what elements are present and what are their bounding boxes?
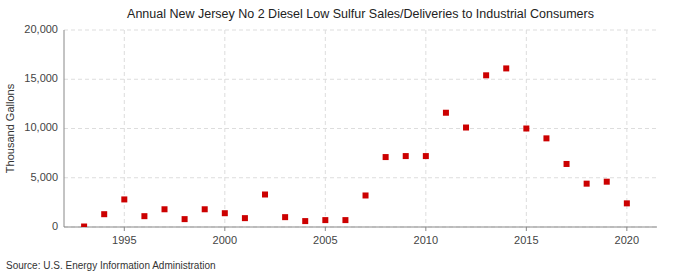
point [121, 196, 127, 202]
x-tick-label: 2020 [615, 234, 639, 246]
x-tick-label: 2010 [414, 234, 438, 246]
point [222, 210, 228, 216]
point [423, 153, 429, 159]
point [242, 215, 248, 221]
point [202, 206, 208, 212]
y-tick-label: 10,000 [24, 121, 58, 133]
y-axis-line [64, 30, 65, 227]
point [403, 153, 409, 159]
point [81, 224, 87, 227]
x-grid-line [626, 30, 627, 227]
source-note: Source: U.S. Energy Information Administ… [6, 260, 216, 271]
grid [64, 30, 657, 227]
point [363, 192, 369, 198]
x-tick [124, 227, 125, 231]
point [463, 125, 469, 131]
point [101, 211, 107, 217]
axes: 0 5,000 10,000 15,000 20,000 1995 2000 2005 2010… [24, 23, 657, 246]
point [302, 218, 308, 224]
point [503, 65, 509, 71]
y-grid-line [64, 79, 657, 80]
y-axis-label: Thousand Gallons [4, 83, 16, 173]
x-tick [526, 227, 527, 231]
point [282, 214, 288, 220]
x-axis-line [64, 227, 657, 228]
point [604, 179, 610, 185]
y-grid-line [64, 128, 657, 129]
x-grid-line [224, 30, 225, 227]
chart: 0 5,000 10,000 15,000 20,000 1995 2000 2005 2010… [0, 0, 675, 275]
point [182, 216, 188, 222]
points [81, 65, 630, 227]
point [483, 72, 489, 78]
point [322, 217, 328, 223]
y-grid-line [64, 227, 657, 228]
y-grid-line [64, 177, 657, 178]
y-tick-label: 15,000 [24, 72, 58, 84]
x-tick [626, 227, 627, 231]
title: Annual New Jersey No 2 Diesel Low Sulfur… [127, 7, 594, 21]
x-tick-label: 2015 [514, 234, 538, 246]
x-grid-line [425, 30, 426, 227]
x-tick [425, 227, 426, 231]
x-tick-label: 1995 [112, 234, 136, 246]
point [342, 217, 348, 223]
point [543, 135, 549, 141]
point [262, 191, 268, 197]
point [162, 206, 168, 212]
x-tick [224, 227, 225, 231]
point [564, 161, 570, 167]
point [523, 126, 529, 132]
point [624, 200, 630, 206]
point [141, 213, 147, 219]
x-tick [325, 227, 326, 231]
point [443, 110, 449, 116]
x-grid-line [325, 30, 326, 227]
point [383, 154, 389, 160]
y-grid-line [64, 30, 657, 31]
y-tick-label: 20,000 [24, 23, 58, 35]
point [584, 181, 590, 187]
x-tick-label: 2000 [213, 234, 237, 246]
y-tick-label: 5,000 [30, 171, 58, 183]
y-tick-label: 0 [52, 220, 58, 232]
x-tick-label: 2005 [313, 234, 337, 246]
